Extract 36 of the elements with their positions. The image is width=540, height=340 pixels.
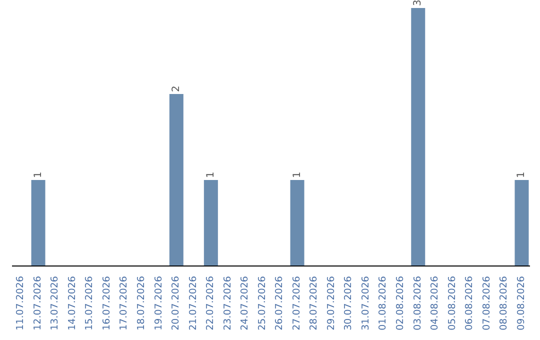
x-tick-label: 08.08.2026	[498, 276, 510, 330]
x-tick-label: 26.07.2026	[274, 276, 286, 330]
x-tick-label: 04.08.2026	[430, 276, 441, 330]
x-tick-label: 22.07.2026	[205, 276, 216, 330]
data-label: 1	[205, 172, 216, 178]
x-tick-label: 07.08.2026	[481, 276, 492, 330]
x-tick-label: 05.08.2026	[446, 276, 458, 330]
x-tick-label: 29.07.2026	[326, 276, 337, 330]
data-label: 3	[412, 0, 424, 6]
x-tick-label: 03.08.2026	[412, 276, 424, 330]
x-tick-label: 28.07.2026	[308, 276, 320, 330]
x-tick-label: 24.07.2026	[240, 276, 251, 330]
x-tick-label: 12.07.2026	[32, 276, 44, 330]
x-tick-label: 27.07.2026	[291, 276, 302, 330]
x-tick-label: 18.07.2026	[136, 276, 147, 330]
x-tick-label: 31.07.2026	[360, 276, 372, 330]
x-tick-label: 01.08.2026	[378, 276, 389, 330]
x-tick-label: 30.07.2026	[343, 276, 354, 330]
data-label: 2	[170, 86, 182, 92]
x-tick-label: 20.07.2026	[170, 276, 182, 330]
x-tick-label: 13.07.2026	[50, 276, 61, 330]
x-tick-label: 21.07.2026	[188, 276, 199, 330]
x-tick-label: 19.07.2026	[153, 276, 164, 330]
x-tick-label: 11.07.2026	[15, 276, 26, 330]
x-tick-label: 06.08.2026	[464, 276, 476, 330]
data-label: 1	[516, 172, 528, 178]
data-label: 1	[292, 172, 303, 178]
x-tick-label: 23.07.2026	[222, 276, 234, 330]
x-tick-label: 25.07.2026	[256, 276, 268, 330]
x-tick-label: 15.07.2026	[84, 276, 96, 330]
x-tick-label: 09.08.2026	[516, 276, 527, 330]
x-tick-label: 14.07.2026	[66, 276, 78, 330]
x-tick-label: 02.08.2026	[395, 276, 406, 330]
x-tick-label: 16.07.2026	[101, 276, 112, 330]
data-label: 1	[32, 172, 44, 178]
x-tick-label: 17.07.2026	[118, 276, 130, 330]
